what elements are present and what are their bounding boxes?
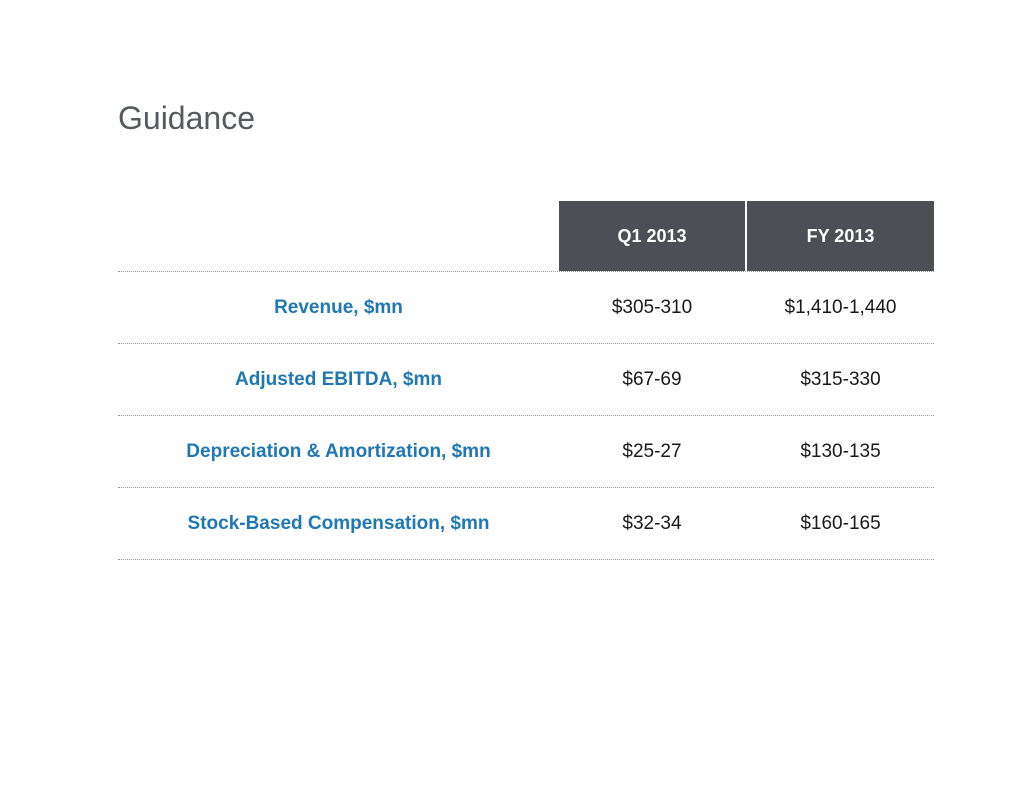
row-label: Revenue, $mn [274,296,403,318]
cell-q1-value: $67-69 [622,368,682,390]
table-row: Stock-Based Compensation, $mn $32-34 $16… [118,488,934,560]
cell-fy-value: $1,410-1,440 [784,296,897,318]
column-header-fy-2013: FY 2013 [747,201,934,271]
row-label: Depreciation & Amortization, $mn [186,440,491,462]
column-header-q1-2013: Q1 2013 [559,201,745,271]
table-row: Adjusted EBITDA, $mn $67-69 $315-330 [118,344,934,416]
table-row: Depreciation & Amortization, $mn $25-27 … [118,416,934,488]
table-row: Revenue, $mn $305-310 $1,410-1,440 [118,272,934,344]
guidance-table: Q1 2013 FY 2013 Revenue, $mn $305-310 $1… [118,201,934,560]
table-header-row: Q1 2013 FY 2013 [118,201,934,272]
cell-fy-value: $160-165 [800,512,881,534]
cell-q1-value: $305-310 [611,296,693,318]
cell-q1-value: $32-34 [622,512,682,534]
row-label: Stock-Based Compensation, $mn [187,512,490,534]
cell-q1-value: $25-27 [622,440,682,462]
cell-fy-value: $315-330 [800,368,881,390]
row-label: Adjusted EBITDA, $mn [235,368,442,390]
cell-fy-value: $130-135 [800,440,881,462]
page-title: Guidance [118,100,255,136]
